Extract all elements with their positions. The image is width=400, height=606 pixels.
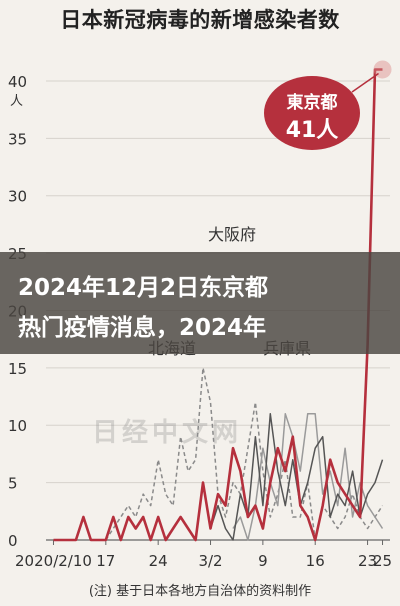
headline-banner: 2024年12月2日东京都 热门疫情消息，2024年: [0, 252, 400, 354]
series-line-3: [232, 413, 384, 541]
watermark: 日经中文网: [92, 418, 243, 448]
x-tick-label: 3/2: [198, 552, 222, 570]
y-unit-label: 人: [10, 94, 23, 109]
y-tick-label: 10: [8, 417, 27, 435]
y-tick-label: 0: [8, 532, 18, 550]
x-tick-label: 17: [96, 552, 115, 570]
y-tick-label: 40: [8, 73, 27, 91]
y-tick-label: 15: [8, 360, 27, 378]
source-note: (注) 基于日本各地方自治体的资料制作: [88, 584, 312, 599]
x-tick-label: 24: [149, 552, 168, 570]
series-line-4: [105, 367, 384, 541]
series-line-1: [53, 68, 383, 542]
x-tick-label: 16: [306, 552, 325, 570]
x-tick-label: 2020/2/10: [15, 552, 92, 570]
y-tick-label: 30: [8, 188, 27, 206]
callout-connector: [351, 72, 379, 93]
y-tick-label: 35: [8, 130, 27, 148]
x-tick-label: 23: [358, 552, 377, 570]
x-tick-label: 25: [373, 552, 392, 570]
chart-title: 日本新冠病毒的新增感染者数: [60, 8, 340, 32]
x-tick-label: 9: [258, 552, 268, 570]
headline-line-2: 热门疫情消息，2024年: [18, 315, 267, 341]
series-label: 大阪府: [208, 225, 256, 244]
callout-value: 41人: [285, 118, 339, 143]
y-tick-label: 5: [8, 475, 18, 493]
tokyo-callout: 東京都 41人: [264, 76, 360, 150]
callout-name: 東京都: [286, 93, 338, 113]
headline-line-1: 2024年12月2日东京都: [18, 275, 269, 301]
